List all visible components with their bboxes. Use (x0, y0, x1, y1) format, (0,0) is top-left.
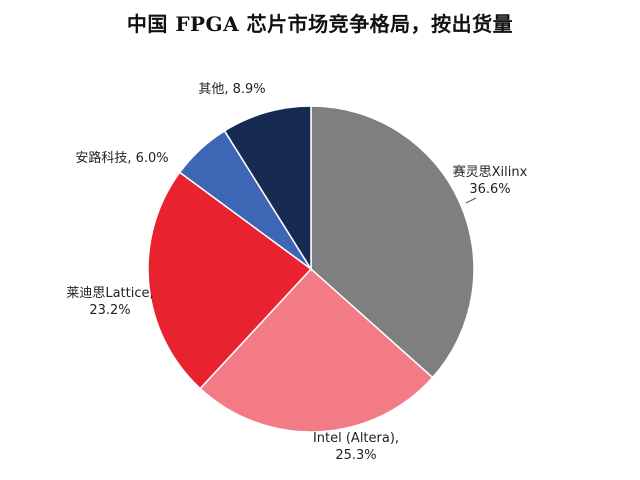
pie-slice (147, 171, 313, 390)
slice-label: Intel (Altera), 25.3% (313, 431, 399, 463)
slice-name: 安路科技, 6.0% (75, 150, 168, 166)
leader-line (465, 197, 477, 204)
slice-label: 赛灵思Xilinx 36.6% (453, 164, 528, 197)
leader-lines (465, 197, 477, 204)
pie-slice (223, 105, 312, 272)
slice-name: 赛灵思Xilinx (453, 164, 528, 180)
slice-labels: 赛灵思Xilinx 36.6% Intel (Altera), 25.3% 莱迪思Lat… (66, 82, 527, 463)
pie-slice (310, 105, 475, 379)
slice-name: 其他, 8.9% (198, 82, 265, 97)
slice-label: 安路科技, 6.0% (75, 150, 168, 166)
slice-value: 36.6% (469, 182, 510, 197)
slice-name: 莱迪思Lattice, (66, 286, 153, 301)
chart-title: 中国 FPGA 芯片市场竞争格局，按出货量 (126, 12, 514, 36)
slice-label: 莱迪思Lattice, 23.2% (66, 286, 153, 318)
pie-slices (147, 105, 475, 433)
slice-name: Intel (Altera), (313, 431, 399, 446)
slice-label: 其他, 8.9% (198, 82, 265, 97)
pie-slice (199, 267, 434, 433)
slice-value: 23.2% (89, 303, 130, 318)
slice-value: 25.3% (335, 448, 376, 463)
